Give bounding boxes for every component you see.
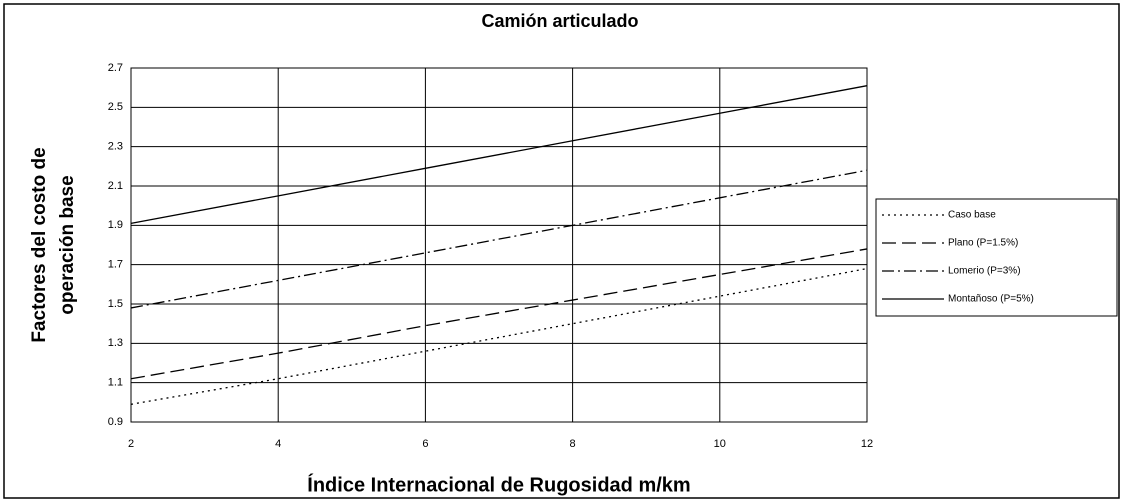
y-tick-label: 2.1	[108, 180, 123, 192]
x-tick-label: 10	[714, 438, 726, 450]
y-tick-label: 2.7	[108, 62, 123, 74]
legend-label: Lomerio (P=3%)	[948, 266, 1021, 277]
y-tick-label: 0.9	[108, 416, 123, 428]
y-tick-label: 1.5	[108, 298, 123, 310]
x-tick-label: 6	[422, 438, 428, 450]
y-tick-label: 1.9	[108, 219, 123, 231]
x-tick-label: 8	[570, 438, 576, 450]
data-line	[130, 169, 868, 309]
chart-title: Camión articulado	[481, 11, 638, 31]
x-axis-label: Índice Internacional de Rugosidad m/km	[307, 473, 690, 496]
y-tick-label: 2.5	[108, 101, 123, 113]
y-axis-label: operación base	[57, 175, 78, 314]
y-tick-label: 1.1	[108, 377, 123, 389]
x-tick-label: 12	[861, 438, 873, 450]
y-tick-label: 1.7	[108, 259, 123, 271]
data-line	[130, 85, 868, 225]
y-axis-label: Factores del costo de	[29, 147, 50, 342]
y-tick-label: 1.3	[108, 337, 123, 349]
legend-label: Plano (P=1.5%)	[948, 238, 1018, 249]
data-line	[130, 248, 868, 380]
legend-label: Caso base	[948, 210, 996, 221]
plot-area	[130, 67, 868, 423]
x-tick-label: 4	[275, 438, 281, 450]
y-tick-label: 2.3	[108, 141, 123, 153]
legend-label: Montañoso (P=5%)	[948, 294, 1034, 305]
legend-box	[875, 198, 1118, 317]
x-tick-label: 2	[128, 438, 134, 450]
